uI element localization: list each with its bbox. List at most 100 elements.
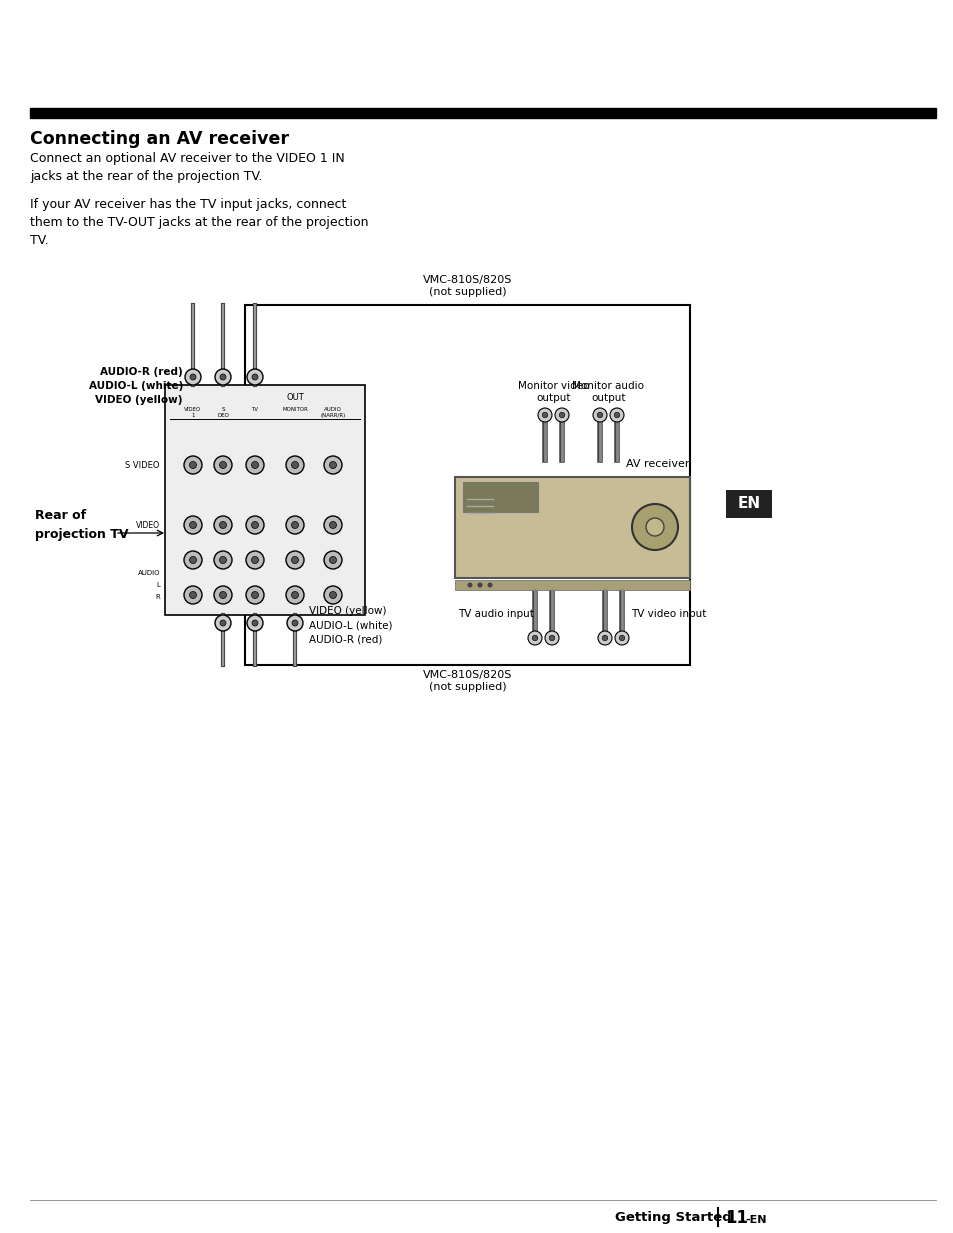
Text: 11: 11: [724, 1210, 747, 1227]
Circle shape: [324, 515, 341, 534]
Bar: [455, 580, 689, 591]
Text: Monitor audio
output: Monitor audio output: [572, 381, 644, 403]
Circle shape: [544, 631, 558, 645]
Circle shape: [246, 586, 264, 604]
Bar: [165, 385, 365, 615]
Circle shape: [213, 456, 232, 473]
Circle shape: [213, 586, 232, 604]
Circle shape: [292, 556, 298, 563]
Circle shape: [292, 620, 297, 626]
Circle shape: [219, 592, 226, 598]
Circle shape: [190, 556, 196, 563]
Circle shape: [597, 412, 602, 418]
Bar: [725, 490, 771, 518]
Text: Monitor video
output: Monitor video output: [517, 381, 589, 403]
Circle shape: [618, 635, 624, 641]
Circle shape: [532, 635, 537, 641]
Circle shape: [324, 551, 341, 568]
Circle shape: [549, 635, 555, 641]
Circle shape: [184, 515, 202, 534]
Circle shape: [213, 551, 232, 568]
Circle shape: [467, 582, 472, 587]
Circle shape: [190, 592, 196, 598]
Circle shape: [252, 620, 257, 626]
Circle shape: [220, 374, 226, 380]
Circle shape: [219, 461, 226, 469]
Bar: [462, 482, 537, 512]
Text: VMC-810S/820S
(not supplied): VMC-810S/820S (not supplied): [422, 670, 512, 692]
Circle shape: [190, 461, 196, 469]
Circle shape: [555, 408, 568, 422]
Circle shape: [287, 615, 303, 631]
Text: AUDIO-R (red): AUDIO-R (red): [309, 634, 382, 644]
Circle shape: [593, 408, 606, 422]
Circle shape: [184, 456, 202, 473]
Circle shape: [614, 412, 619, 418]
Text: L: L: [156, 582, 160, 588]
Text: R: R: [155, 594, 160, 600]
Text: VIDEO
1: VIDEO 1: [184, 407, 201, 418]
Circle shape: [292, 522, 298, 529]
Circle shape: [527, 631, 541, 645]
Circle shape: [185, 369, 201, 385]
Circle shape: [220, 620, 226, 626]
Circle shape: [214, 369, 231, 385]
Circle shape: [286, 456, 304, 473]
Text: VIDEO: VIDEO: [136, 520, 160, 529]
Text: MONITOR: MONITOR: [282, 407, 308, 412]
Circle shape: [247, 615, 263, 631]
Circle shape: [487, 582, 492, 587]
Text: AUDIO-L (white): AUDIO-L (white): [89, 381, 183, 391]
Circle shape: [631, 504, 678, 550]
Circle shape: [286, 586, 304, 604]
Text: AUDIO: AUDIO: [137, 570, 160, 576]
Bar: [245, 305, 689, 665]
Circle shape: [184, 551, 202, 568]
Circle shape: [252, 522, 258, 529]
Circle shape: [292, 461, 298, 469]
Bar: [30, 109, 935, 118]
Text: Getting Started: Getting Started: [615, 1212, 731, 1224]
Circle shape: [190, 522, 196, 529]
Text: AUDIO-L (white): AUDIO-L (white): [309, 620, 392, 630]
Circle shape: [252, 461, 258, 469]
Circle shape: [246, 515, 264, 534]
Circle shape: [537, 408, 552, 422]
Text: TV video input: TV video input: [631, 609, 706, 619]
Circle shape: [329, 522, 336, 529]
Circle shape: [609, 408, 623, 422]
Circle shape: [324, 456, 341, 473]
Text: TV: TV: [252, 407, 258, 412]
Circle shape: [219, 556, 226, 563]
Text: S
DEO: S DEO: [217, 407, 229, 418]
Circle shape: [286, 515, 304, 534]
Text: VMC-810S/820S
(not supplied): VMC-810S/820S (not supplied): [422, 275, 512, 297]
Circle shape: [286, 551, 304, 568]
Circle shape: [292, 592, 298, 598]
Circle shape: [252, 556, 258, 563]
Circle shape: [214, 615, 231, 631]
Text: TV audio input: TV audio input: [457, 609, 533, 619]
Circle shape: [246, 456, 264, 473]
Circle shape: [541, 412, 547, 418]
Circle shape: [558, 412, 564, 418]
Circle shape: [252, 374, 257, 380]
Circle shape: [246, 551, 264, 568]
Circle shape: [329, 592, 336, 598]
Text: OUT: OUT: [286, 393, 304, 402]
Text: AV receiver: AV receiver: [626, 459, 689, 469]
Text: EN: EN: [737, 497, 760, 512]
Text: S VIDEO: S VIDEO: [126, 460, 160, 470]
Circle shape: [213, 515, 232, 534]
Circle shape: [645, 518, 663, 536]
Text: Rear of
projection TV: Rear of projection TV: [35, 509, 129, 541]
Text: VIDEO (yellow): VIDEO (yellow): [95, 395, 183, 404]
Text: If your AV receiver has the TV input jacks, connect
them to the TV-OUT jacks at : If your AV receiver has the TV input jac…: [30, 199, 368, 247]
Bar: [455, 477, 689, 578]
Circle shape: [615, 631, 628, 645]
Circle shape: [601, 635, 607, 641]
Circle shape: [329, 556, 336, 563]
Text: -EN: -EN: [744, 1215, 765, 1226]
Circle shape: [219, 522, 226, 529]
Circle shape: [190, 374, 195, 380]
